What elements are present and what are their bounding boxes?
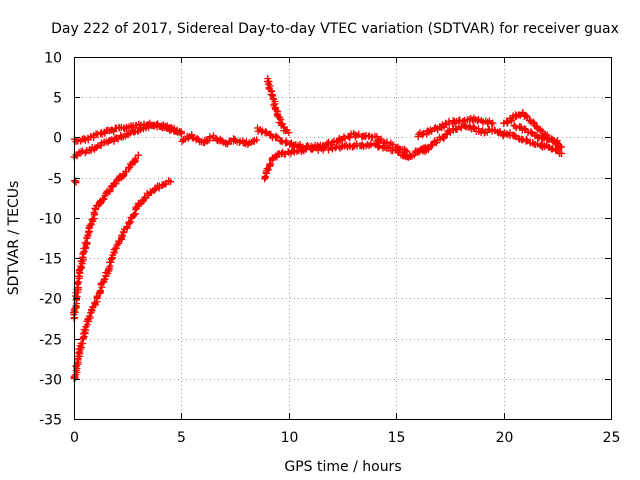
data-point	[429, 141, 437, 149]
data-point	[553, 137, 561, 145]
series-arc-steep-right	[70, 177, 175, 382]
data-point	[92, 206, 100, 214]
data-point	[106, 186, 114, 194]
y-tick-label: -35	[39, 413, 62, 429]
y-axis-label: SDTVAR / TECUs	[6, 181, 22, 296]
x-axis-label: GPS time / hours	[284, 459, 401, 475]
data-point	[527, 128, 535, 136]
data-point	[261, 172, 269, 180]
chart-title: Day 222 of 2017, Sidereal Day-to-day VTE…	[51, 21, 619, 37]
series-arc-steep-left	[70, 151, 142, 322]
plot-area	[70, 75, 566, 382]
data-point	[263, 129, 271, 137]
y-tick-label: -25	[39, 333, 62, 349]
x-tick-label: 5	[177, 430, 186, 446]
data-point	[466, 122, 474, 130]
series-arc-evening-band-1	[414, 122, 508, 155]
data-point	[85, 312, 93, 320]
data-point	[285, 129, 293, 137]
series-arc-late-loop-lower	[500, 129, 566, 158]
data-point	[377, 135, 385, 143]
x-tick-label: 0	[70, 430, 79, 446]
data-point	[100, 195, 108, 203]
data-point	[112, 244, 120, 252]
y-tick-label: 0	[53, 131, 62, 147]
data-point	[87, 147, 95, 155]
x-tick-label: 15	[388, 430, 406, 446]
data-point	[272, 133, 280, 141]
series-arc-late-loop-mid	[510, 121, 561, 146]
data-point	[177, 128, 185, 136]
series-arc-spike-up	[261, 146, 310, 183]
data-point	[345, 133, 353, 141]
x-tick-label: 25	[603, 430, 621, 446]
data-point	[188, 134, 196, 142]
data-point	[552, 138, 560, 146]
data-point	[278, 137, 286, 145]
data-point	[521, 125, 529, 133]
y-tick-label: -30	[39, 373, 62, 389]
data-point	[265, 166, 273, 174]
data-point	[558, 150, 566, 158]
x-tick-label: 20	[496, 430, 514, 446]
y-tick-label: -10	[39, 212, 62, 228]
y-tick-label: -5	[48, 172, 62, 188]
series-arc-spike-down	[264, 75, 293, 137]
data-point	[422, 145, 430, 153]
data-point	[512, 124, 520, 132]
data-point	[206, 133, 214, 141]
x-tick-label: 10	[281, 430, 299, 446]
data-point	[205, 136, 213, 144]
data-point	[274, 150, 282, 158]
data-point	[373, 133, 381, 141]
data-point	[451, 119, 459, 127]
series-arc-lower-band-start	[70, 120, 185, 161]
data-point	[253, 136, 261, 144]
data-point	[247, 138, 255, 146]
data-point	[108, 255, 116, 263]
data-point	[522, 111, 530, 119]
data-point	[426, 126, 434, 134]
axis-ticks: 0 5 10 15 20 25 10 5 0 -5 -10 -15 -20 -25 -30 -35	[39, 51, 620, 447]
data-point	[134, 151, 142, 159]
data-point	[112, 180, 120, 188]
data-point	[355, 130, 363, 138]
series-arc-evening-band-2	[414, 114, 497, 141]
data-point	[548, 145, 556, 153]
data-point	[510, 131, 518, 139]
y-tick-label: -20	[39, 292, 62, 308]
data-point	[381, 143, 389, 151]
data-point	[522, 135, 530, 143]
data-point	[167, 178, 175, 186]
data-point	[203, 137, 211, 145]
data-point	[97, 287, 105, 295]
data-point	[504, 118, 512, 126]
data-point	[92, 144, 100, 152]
data-point	[489, 119, 497, 127]
data-point	[383, 138, 391, 146]
series-arc-night-band-upper	[254, 124, 411, 156]
y-tick-label: 5	[53, 91, 62, 107]
data-point	[323, 139, 331, 147]
y-tick-label: 10	[44, 51, 62, 67]
data-point	[471, 124, 479, 132]
data-point	[358, 141, 366, 149]
grid	[74, 57, 611, 419]
data-point	[558, 143, 566, 151]
y-tick-label: -15	[39, 252, 62, 268]
plot-frame	[74, 57, 612, 420]
data-point	[266, 160, 274, 168]
series-arc-midday-band	[178, 131, 261, 148]
data-point	[488, 120, 496, 128]
data-point	[526, 117, 534, 125]
data-point	[309, 145, 317, 153]
